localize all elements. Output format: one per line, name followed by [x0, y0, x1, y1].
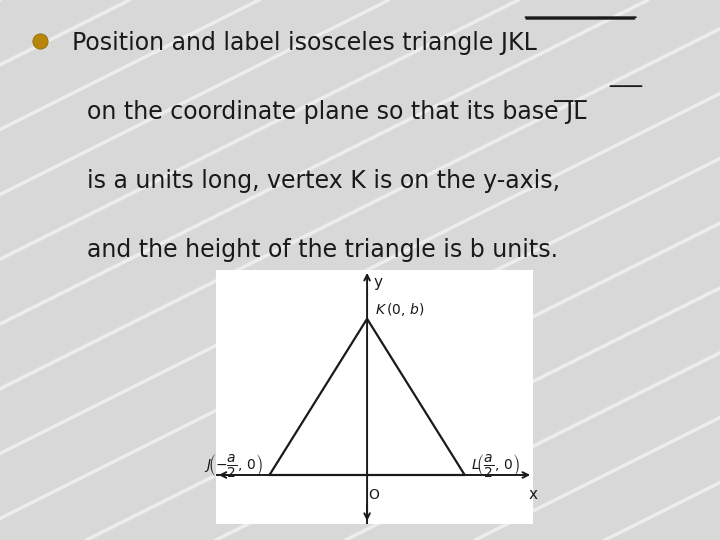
Text: $J\!\left(-\dfrac{a}{2},\,0\right)$: $J\!\left(-\dfrac{a}{2},\,0\right)$ [204, 452, 264, 479]
Text: O: O [369, 488, 379, 502]
Text: Position and label isosceles triangle JKL: Position and label isosceles triangle JK… [72, 31, 537, 55]
Text: $L\!\left(\dfrac{a}{2},\,0\right)$: $L\!\left(\dfrac{a}{2},\,0\right)$ [471, 452, 519, 479]
Text: on the coordinate plane so that its base ̅J̅L̅: on the coordinate plane so that its base… [72, 100, 587, 124]
Text: y: y [374, 275, 383, 290]
Text: $K\,(0,\,b)$: $K\,(0,\,b)$ [375, 301, 425, 318]
Text: and the height of the triangle is b units.: and the height of the triangle is b unit… [72, 238, 558, 262]
Text: is a units long, vertex K is on the y-axis,: is a units long, vertex K is on the y-ax… [72, 169, 560, 193]
FancyBboxPatch shape [216, 270, 533, 524]
Text: x: x [528, 487, 537, 502]
